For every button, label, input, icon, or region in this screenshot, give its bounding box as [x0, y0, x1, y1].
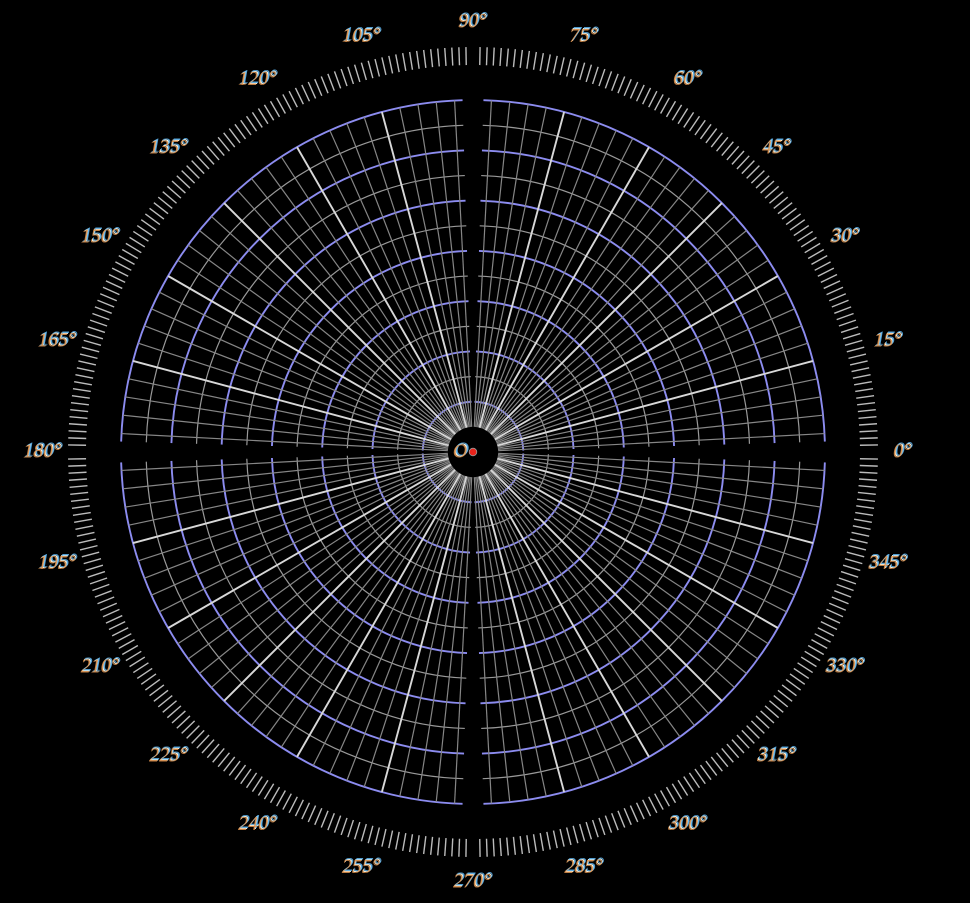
svg-text:285°: 285°	[564, 856, 602, 878]
svg-text:210°: 210°	[81, 656, 119, 678]
svg-text:75°: 75°	[569, 25, 597, 47]
svg-text:225°: 225°	[149, 745, 187, 767]
svg-text:45°: 45°	[762, 137, 790, 159]
svg-text:15°: 15°	[873, 329, 901, 351]
svg-text:345°: 345°	[867, 552, 906, 574]
svg-text:0°: 0°	[893, 441, 911, 463]
svg-text:195°: 195°	[38, 552, 76, 574]
svg-text:90°: 90°	[458, 11, 486, 33]
svg-text:O: O	[453, 441, 467, 463]
svg-text:240°: 240°	[238, 813, 276, 835]
svg-text:255°: 255°	[342, 856, 380, 878]
svg-text:30°: 30°	[829, 226, 858, 248]
svg-text:270°: 270°	[453, 871, 491, 893]
svg-text:300°: 300°	[667, 813, 706, 835]
svg-text:60°: 60°	[673, 68, 701, 90]
svg-text:120°: 120°	[238, 68, 276, 90]
svg-text:165°: 165°	[38, 329, 76, 351]
svg-text:150°: 150°	[81, 226, 119, 248]
svg-text:315°: 315°	[756, 745, 795, 767]
svg-text:180°: 180°	[23, 441, 61, 463]
svg-text:330°: 330°	[824, 656, 863, 678]
svg-text:135°: 135°	[149, 137, 187, 159]
svg-text:105°: 105°	[342, 25, 380, 47]
